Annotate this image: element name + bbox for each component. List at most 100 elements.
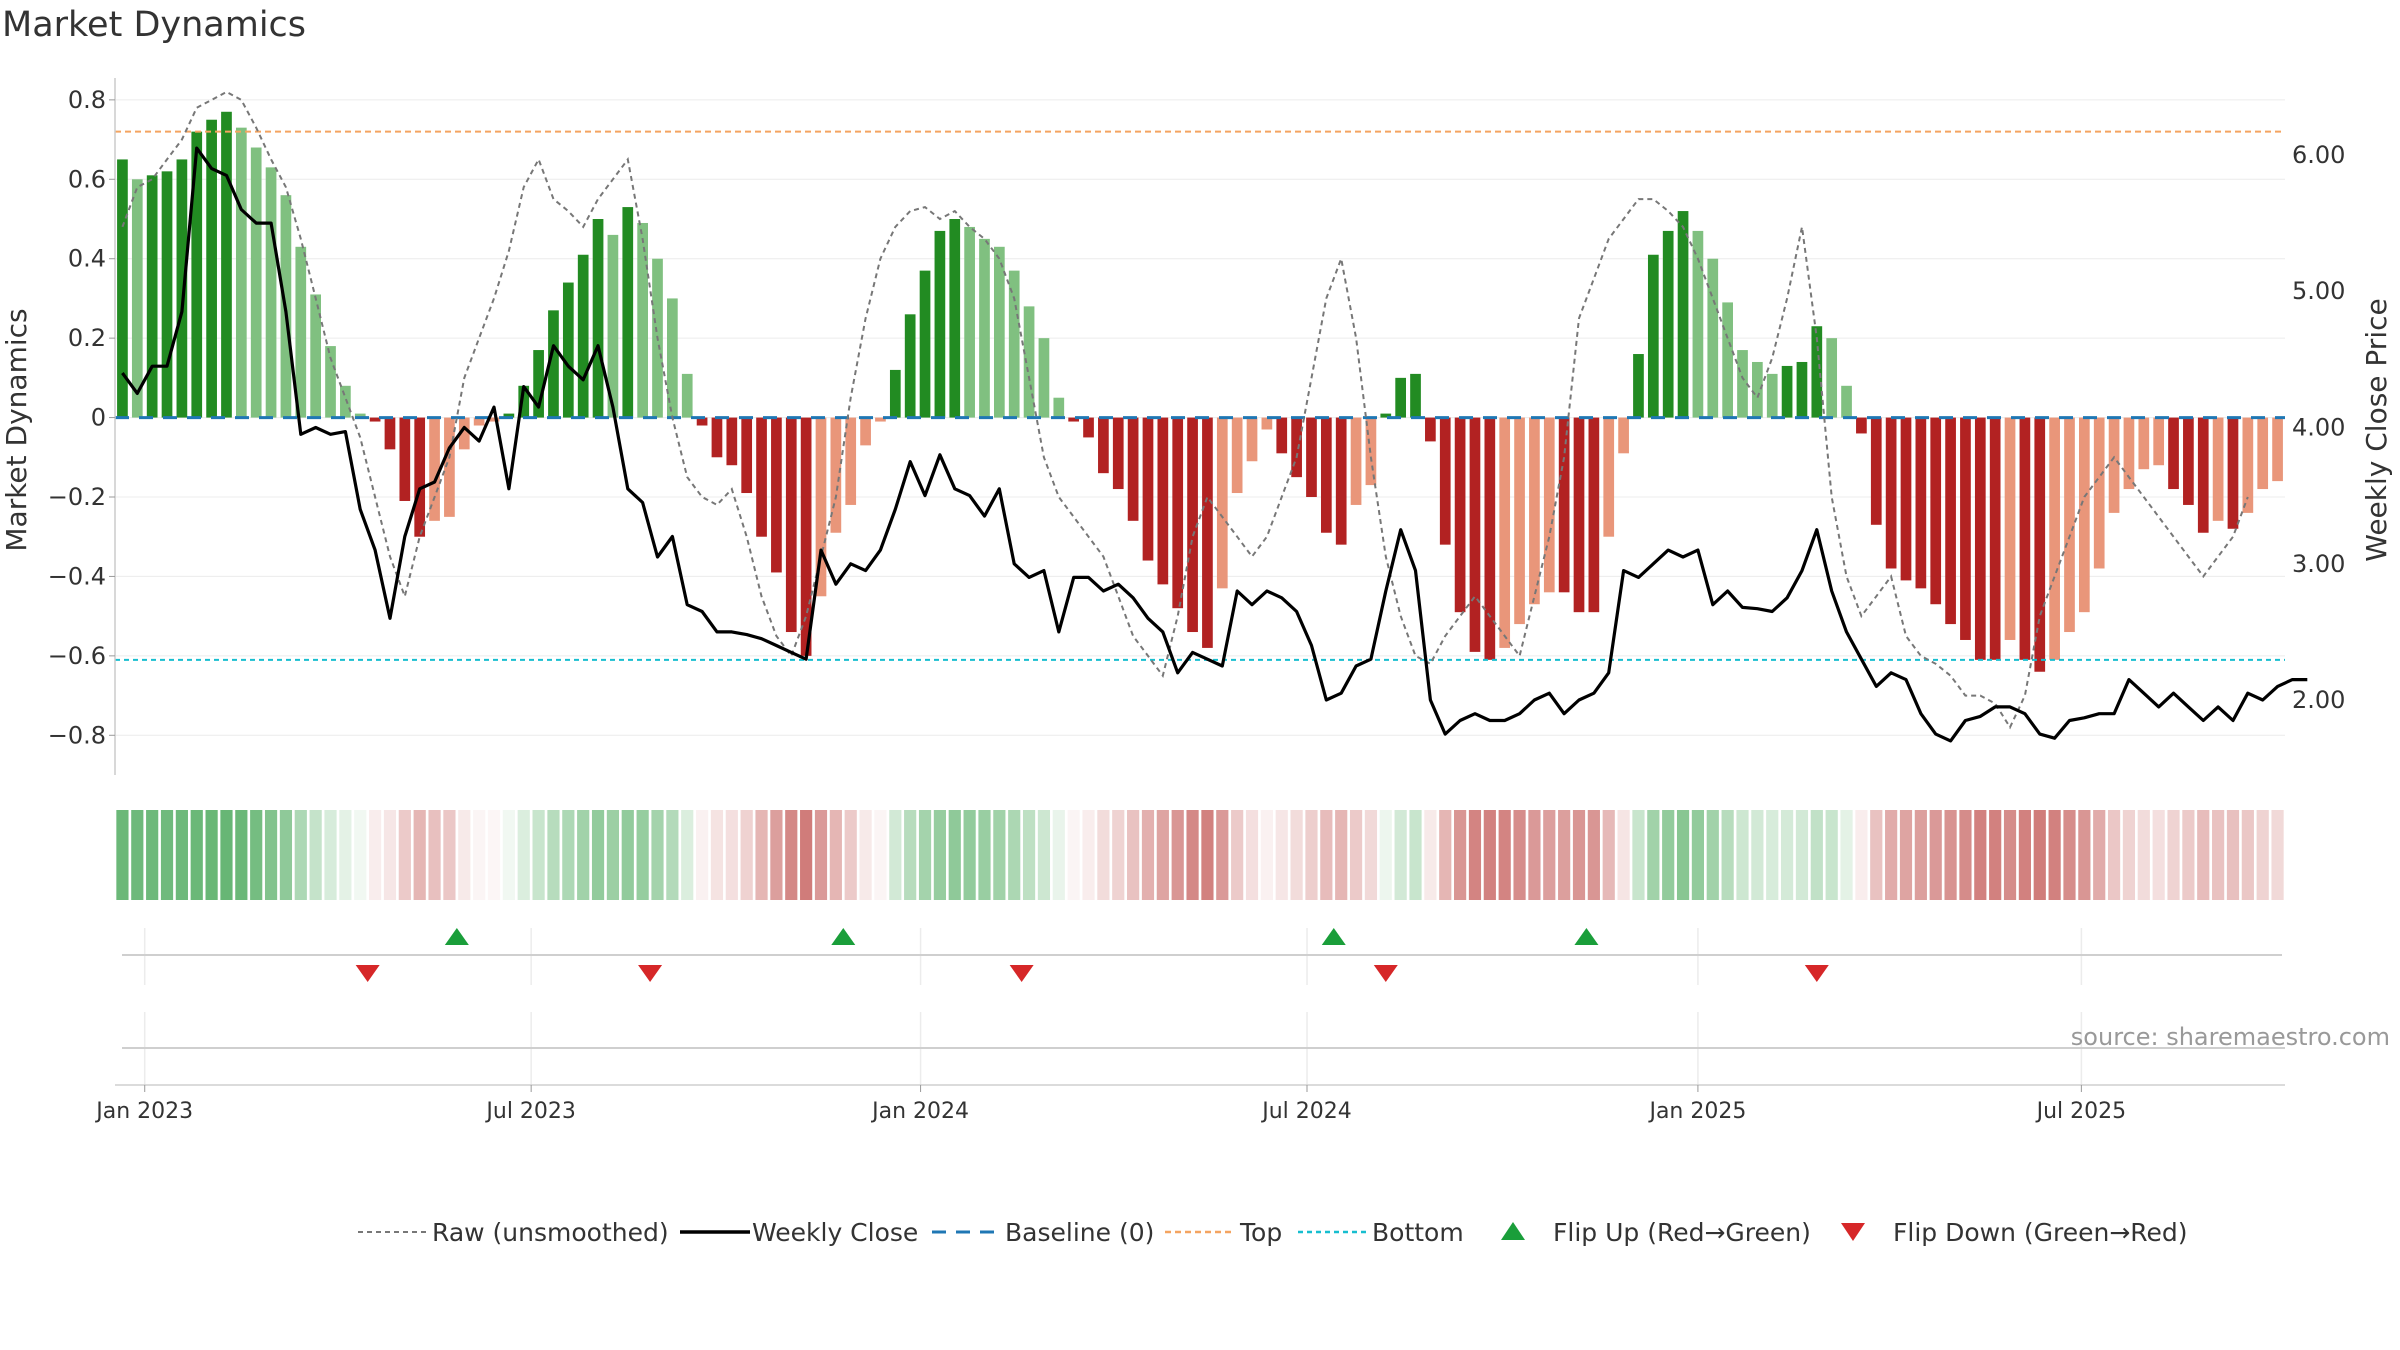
x-tick-label: Jul 2023: [484, 1099, 576, 1124]
dynamics-bar: [161, 171, 173, 418]
dynamics-bar: [2257, 417, 2269, 490]
flip-up-marker: [1321, 928, 1346, 945]
x-tick-label: Jan 2024: [870, 1099, 969, 1124]
legend-item-bottom: Bottom: [1298, 1218, 1464, 1247]
strip-cell: [2256, 810, 2269, 900]
strip-cell: [517, 810, 530, 900]
dynamics-bar: [1662, 230, 1674, 418]
dynamics-bar: [1900, 417, 1912, 581]
dynamics-bar: [1454, 417, 1466, 613]
dynamics-bar: [131, 179, 143, 418]
dynamics-bar: [1395, 377, 1407, 418]
dynamics-bar: [1083, 417, 1094, 438]
strip-cell: [1840, 810, 1853, 900]
dynamics-bar: [711, 417, 723, 458]
dynamics-bar: [1484, 417, 1496, 660]
legend-label: Weekly Close: [752, 1218, 918, 1247]
strip-cell: [428, 810, 441, 900]
dynamics-bar: [1216, 417, 1228, 589]
flip-down-marker: [638, 965, 663, 982]
strip-cell: [814, 810, 828, 900]
dynamics-bar: [1885, 417, 1897, 569]
raw-line: [121, 90, 2249, 730]
strip-cell: [2107, 810, 2121, 900]
dynamics-bar: [1261, 417, 1273, 430]
source-credit: source: sharemaestro.com: [2071, 1023, 2390, 1051]
strip-cell: [1305, 810, 1318, 900]
dynamics-bar: [2034, 417, 2046, 672]
dynamics-bar: [1826, 338, 1838, 418]
dynamics-bar: [548, 310, 559, 418]
strip-cell: [175, 810, 188, 900]
dynamics-bar: [1439, 417, 1451, 545]
dynamics-bar: [1291, 417, 1302, 478]
flip-down-marker: [1373, 965, 1398, 982]
strip-cell: [502, 810, 515, 900]
dynamics-bar: [2183, 417, 2194, 505]
strip-cell: [1275, 810, 1288, 900]
strip-cell: [1929, 810, 1942, 900]
strip-cell: [1171, 810, 1184, 900]
dynamics-bar: [1499, 417, 1511, 648]
strip-cell: [190, 810, 203, 900]
flip-up-marker: [1574, 928, 1599, 945]
strip-cell: [993, 810, 1006, 900]
dynamics-bar: [340, 385, 351, 418]
strip-cell: [948, 810, 961, 900]
dynamics-bar: [1246, 417, 1258, 462]
strip-cell: [1914, 810, 1927, 900]
strip-cell: [1097, 810, 1110, 900]
legend-label: Top: [1239, 1218, 1282, 1247]
strip-cell: [1959, 810, 1972, 900]
strip-cell: [264, 810, 278, 900]
dynamics-bar: [964, 226, 975, 418]
dynamics-bar: [503, 413, 515, 418]
dynamics-bar: [1172, 417, 1184, 609]
dynamics-bar: [369, 417, 381, 422]
strip-cell: [1335, 810, 1348, 900]
dynamics-bar: [1692, 230, 1704, 418]
regime-strip: [116, 810, 2284, 900]
strip-cell: [1290, 810, 1303, 900]
dynamics-bar: [191, 131, 203, 418]
strip-cell: [963, 810, 976, 900]
dynamics-bar: [235, 127, 247, 418]
strip-cell: [1424, 810, 1437, 900]
strip-cell: [2048, 810, 2061, 900]
dynamics-bar: [1202, 417, 1213, 648]
dynamics-bar: [1618, 417, 1629, 454]
strip-cell: [1543, 810, 1556, 900]
strip-cell: [1349, 810, 1363, 900]
dynamics-bar: [1231, 417, 1243, 494]
dynamics-bar: [1320, 417, 1332, 533]
dynamics-bar: [1573, 417, 1585, 613]
y-tick-label: 0.4: [68, 245, 106, 273]
dynamics-bar: [1781, 365, 1793, 418]
strip-cell: [1706, 810, 1719, 900]
dynamics-bar: [1722, 302, 1733, 418]
dynamics-bar: [295, 246, 307, 418]
y2-tick-label: 3.00: [2292, 550, 2345, 578]
strip-cell: [1870, 810, 1883, 900]
strip-cell: [2033, 810, 2046, 900]
dynamics-bar: [2108, 417, 2120, 513]
dynamics-bar: [1960, 417, 1971, 640]
strip-cell: [1156, 810, 1169, 900]
dynamics-bar: [1469, 417, 1481, 652]
y2-axis-label: Weekly Close Price: [2360, 298, 2393, 561]
dynamics-bar: [860, 417, 871, 446]
legend-item-close: Weekly Close: [680, 1218, 918, 1247]
strip-cell: [413, 810, 426, 900]
strip-cell: [636, 810, 649, 900]
strip-cell: [1795, 810, 1809, 900]
strip-cell: [1245, 810, 1259, 900]
strip-cell: [651, 810, 664, 900]
strip-cell: [2003, 810, 2017, 900]
dynamics-bar: [1023, 306, 1035, 418]
strip-cell: [487, 810, 501, 900]
y-tick-label: −0.6: [48, 642, 106, 670]
strip-cell: [1944, 810, 1957, 900]
dynamics-bar: [2064, 417, 2075, 633]
strip-cell: [1052, 810, 1065, 900]
y2-tick-label: 4.00: [2292, 414, 2345, 442]
